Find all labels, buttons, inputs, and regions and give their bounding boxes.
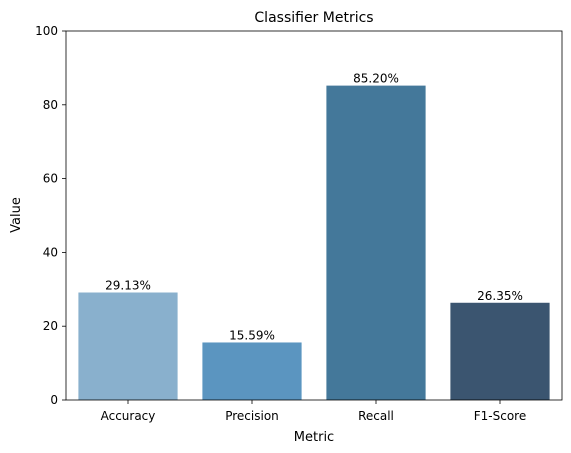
y-tick-label: 80: [43, 98, 58, 112]
bar-value-label: 85.20%: [353, 72, 399, 86]
y-axis-label: Value: [9, 197, 24, 233]
bar-value-label: 29.13%: [105, 279, 151, 293]
bar-precision: [202, 342, 302, 400]
bar-accuracy: [78, 292, 178, 400]
y-tick-label: 60: [43, 172, 58, 186]
x-axis: Accuracy Precision Recall F1-Score: [101, 400, 526, 423]
y-tick-label: 0: [50, 393, 58, 407]
x-tick-label: Recall: [358, 409, 394, 423]
x-axis-label: Metric: [294, 430, 334, 445]
y-axis: 0 20 40 60 80 100: [35, 24, 66, 407]
bar-f1-score: [450, 302, 550, 400]
bar-value-label: 26.35%: [477, 289, 523, 303]
y-tick-label: 100: [35, 24, 58, 38]
x-tick-label: Accuracy: [101, 409, 156, 423]
y-tick-label: 20: [43, 319, 58, 333]
x-tick-label: F1-Score: [474, 409, 526, 423]
y-tick-label: 40: [43, 245, 58, 259]
bars-layer: [78, 85, 550, 400]
chart-title: Classifier Metrics: [254, 10, 373, 26]
x-tick-label: Precision: [225, 409, 279, 423]
bar-recall: [326, 85, 426, 400]
bar-value-label: 15.59%: [229, 328, 275, 342]
plot-frame: [65, 30, 563, 401]
value-labels-layer: 29.13% 15.59% 85.20% 26.35%: [105, 72, 523, 343]
